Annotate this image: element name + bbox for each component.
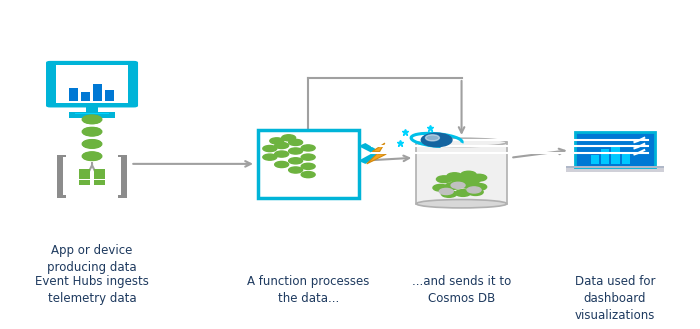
Polygon shape bbox=[57, 155, 66, 198]
Text: A function processes
the data...: A function processes the data... bbox=[247, 275, 370, 305]
Circle shape bbox=[421, 133, 452, 147]
Circle shape bbox=[451, 182, 465, 189]
Bar bbox=[69, 88, 78, 101]
Circle shape bbox=[83, 140, 101, 148]
Circle shape bbox=[262, 154, 276, 160]
Circle shape bbox=[459, 181, 475, 188]
Circle shape bbox=[441, 190, 456, 197]
Circle shape bbox=[83, 139, 102, 148]
Circle shape bbox=[274, 162, 288, 167]
Circle shape bbox=[455, 190, 470, 196]
Bar bbox=[94, 174, 105, 179]
Bar bbox=[94, 180, 105, 185]
Circle shape bbox=[83, 115, 102, 124]
Circle shape bbox=[83, 127, 102, 136]
Circle shape bbox=[467, 187, 481, 193]
Bar bbox=[566, 166, 664, 172]
Circle shape bbox=[83, 115, 101, 123]
Bar bbox=[612, 145, 620, 164]
Circle shape bbox=[301, 145, 315, 151]
Circle shape bbox=[288, 139, 302, 145]
Circle shape bbox=[288, 148, 302, 154]
Bar bbox=[601, 149, 610, 164]
Bar bbox=[92, 84, 102, 101]
Circle shape bbox=[464, 177, 480, 184]
Circle shape bbox=[274, 151, 288, 157]
Circle shape bbox=[447, 173, 462, 180]
Bar bbox=[81, 91, 90, 101]
Circle shape bbox=[83, 152, 101, 160]
Circle shape bbox=[288, 158, 302, 164]
Circle shape bbox=[83, 152, 102, 161]
Polygon shape bbox=[358, 143, 383, 164]
Text: ...and sends it to
Cosmos DB: ...and sends it to Cosmos DB bbox=[412, 275, 511, 305]
Bar bbox=[622, 152, 630, 164]
Bar bbox=[57, 65, 127, 103]
Circle shape bbox=[450, 176, 466, 183]
Circle shape bbox=[83, 139, 102, 148]
Bar bbox=[79, 169, 90, 174]
Polygon shape bbox=[118, 155, 127, 198]
Bar bbox=[591, 155, 599, 164]
Bar bbox=[575, 132, 655, 167]
Circle shape bbox=[274, 142, 288, 149]
Circle shape bbox=[426, 135, 440, 141]
Bar bbox=[79, 180, 90, 185]
Circle shape bbox=[83, 115, 102, 124]
Bar bbox=[416, 142, 507, 204]
Bar bbox=[575, 132, 655, 167]
Circle shape bbox=[262, 145, 276, 152]
Bar bbox=[86, 105, 98, 113]
Bar bbox=[104, 90, 113, 101]
Circle shape bbox=[461, 171, 476, 178]
FancyBboxPatch shape bbox=[46, 61, 138, 108]
Text: Data used for
dashboard
visualizations: Data used for dashboard visualizations bbox=[575, 275, 655, 322]
Circle shape bbox=[301, 163, 315, 169]
Ellipse shape bbox=[416, 200, 507, 208]
Circle shape bbox=[83, 152, 102, 161]
Circle shape bbox=[301, 154, 315, 160]
Circle shape bbox=[281, 135, 295, 141]
Bar bbox=[75, 113, 109, 114]
Circle shape bbox=[288, 167, 302, 173]
Bar bbox=[94, 169, 105, 174]
Circle shape bbox=[468, 189, 483, 195]
Ellipse shape bbox=[416, 138, 507, 147]
Bar bbox=[69, 113, 115, 118]
Bar bbox=[79, 174, 90, 179]
Text: App or device
producing data: App or device producing data bbox=[47, 243, 136, 274]
Circle shape bbox=[270, 138, 284, 144]
Circle shape bbox=[439, 189, 453, 194]
Circle shape bbox=[437, 176, 452, 183]
Circle shape bbox=[83, 128, 101, 136]
Bar bbox=[258, 130, 358, 198]
Circle shape bbox=[471, 184, 486, 190]
Text: Event Hubs ingests
telemetry data: Event Hubs ingests telemetry data bbox=[35, 275, 149, 305]
Polygon shape bbox=[367, 143, 386, 164]
Circle shape bbox=[433, 185, 448, 191]
Circle shape bbox=[83, 127, 102, 136]
Circle shape bbox=[301, 171, 315, 178]
Circle shape bbox=[471, 174, 486, 181]
Circle shape bbox=[445, 183, 461, 189]
Bar bbox=[566, 166, 664, 168]
